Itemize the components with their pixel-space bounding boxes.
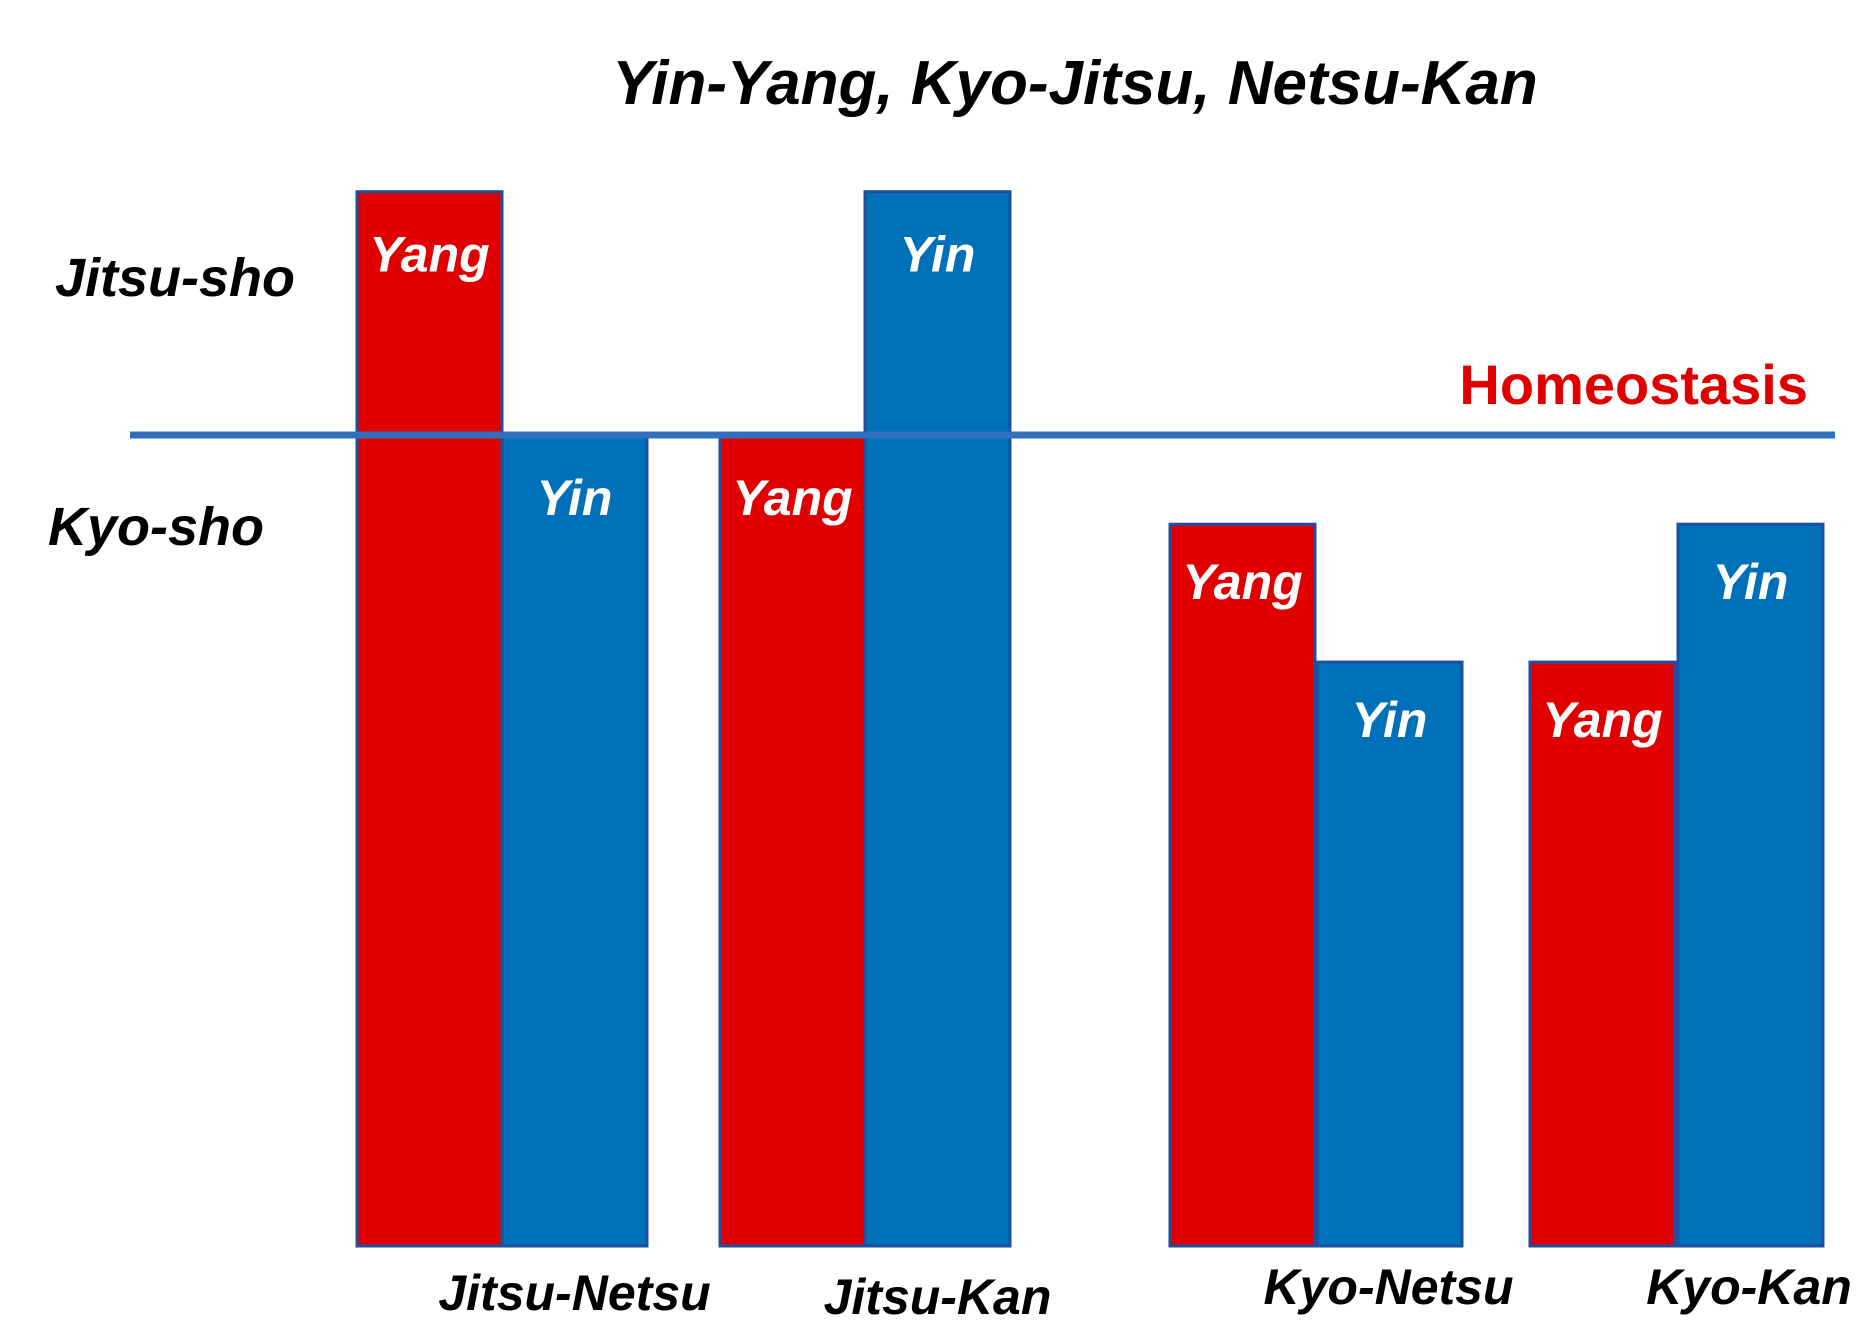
bar-labels-group: Yang Yin Yang Yin Yang Yin Yang Yin xyxy=(369,227,1788,748)
category-label-jitsu-netsu: Jitsu-Netsu xyxy=(438,1265,710,1321)
bar-label-yin-jitsu-kan: Yin xyxy=(900,227,976,283)
bar-yang-kyo-netsu xyxy=(1168,522,1317,1248)
bar-label-yang-kyo-netsu: Yang xyxy=(1182,554,1302,610)
bar-label-yin-kyo-netsu: Yin xyxy=(1352,692,1428,748)
homeostasis-label: Homeostasis xyxy=(1459,353,1808,416)
bar-yang-kyo-kan xyxy=(1528,660,1677,1248)
bar-label-yang-jitsu-kan: Yang xyxy=(732,470,852,526)
bar-label-yin-jitsu-netsu: Yin xyxy=(537,470,613,526)
bar-label-yang-kyo-kan: Yang xyxy=(1542,692,1662,748)
bars-group xyxy=(355,190,1825,1248)
bar-yang-jitsu-netsu xyxy=(355,190,504,1248)
bar-yin-kyo-netsu xyxy=(1315,660,1464,1248)
category-label-jitsu-kan: Jitsu-Kan xyxy=(824,1269,1052,1325)
category-label-kyo-netsu: Kyo-Netsu xyxy=(1263,1259,1513,1315)
bar-yin-jitsu-netsu xyxy=(500,433,649,1248)
chart-title: Yin-Yang, Kyo-Jitsu, Netsu-Kan xyxy=(612,49,1538,118)
bar-label-yang-jitsu-netsu: Yang xyxy=(369,227,489,283)
kyo-sho-label: Kyo-sho xyxy=(48,497,264,557)
bar-yang-jitsu-kan xyxy=(718,433,867,1248)
category-label-kyo-kan: Kyo-Kan xyxy=(1646,1259,1852,1315)
bar-label-yin-kyo-kan: Yin xyxy=(1713,554,1789,610)
bar-yin-jitsu-kan xyxy=(863,190,1012,1248)
category-labels-group: Jitsu-Netsu Jitsu-Kan Kyo-Netsu Kyo-Kan xyxy=(438,1259,1851,1325)
bar-yin-kyo-kan xyxy=(1676,522,1825,1248)
jitsu-sho-label: Jitsu-sho xyxy=(55,248,295,308)
